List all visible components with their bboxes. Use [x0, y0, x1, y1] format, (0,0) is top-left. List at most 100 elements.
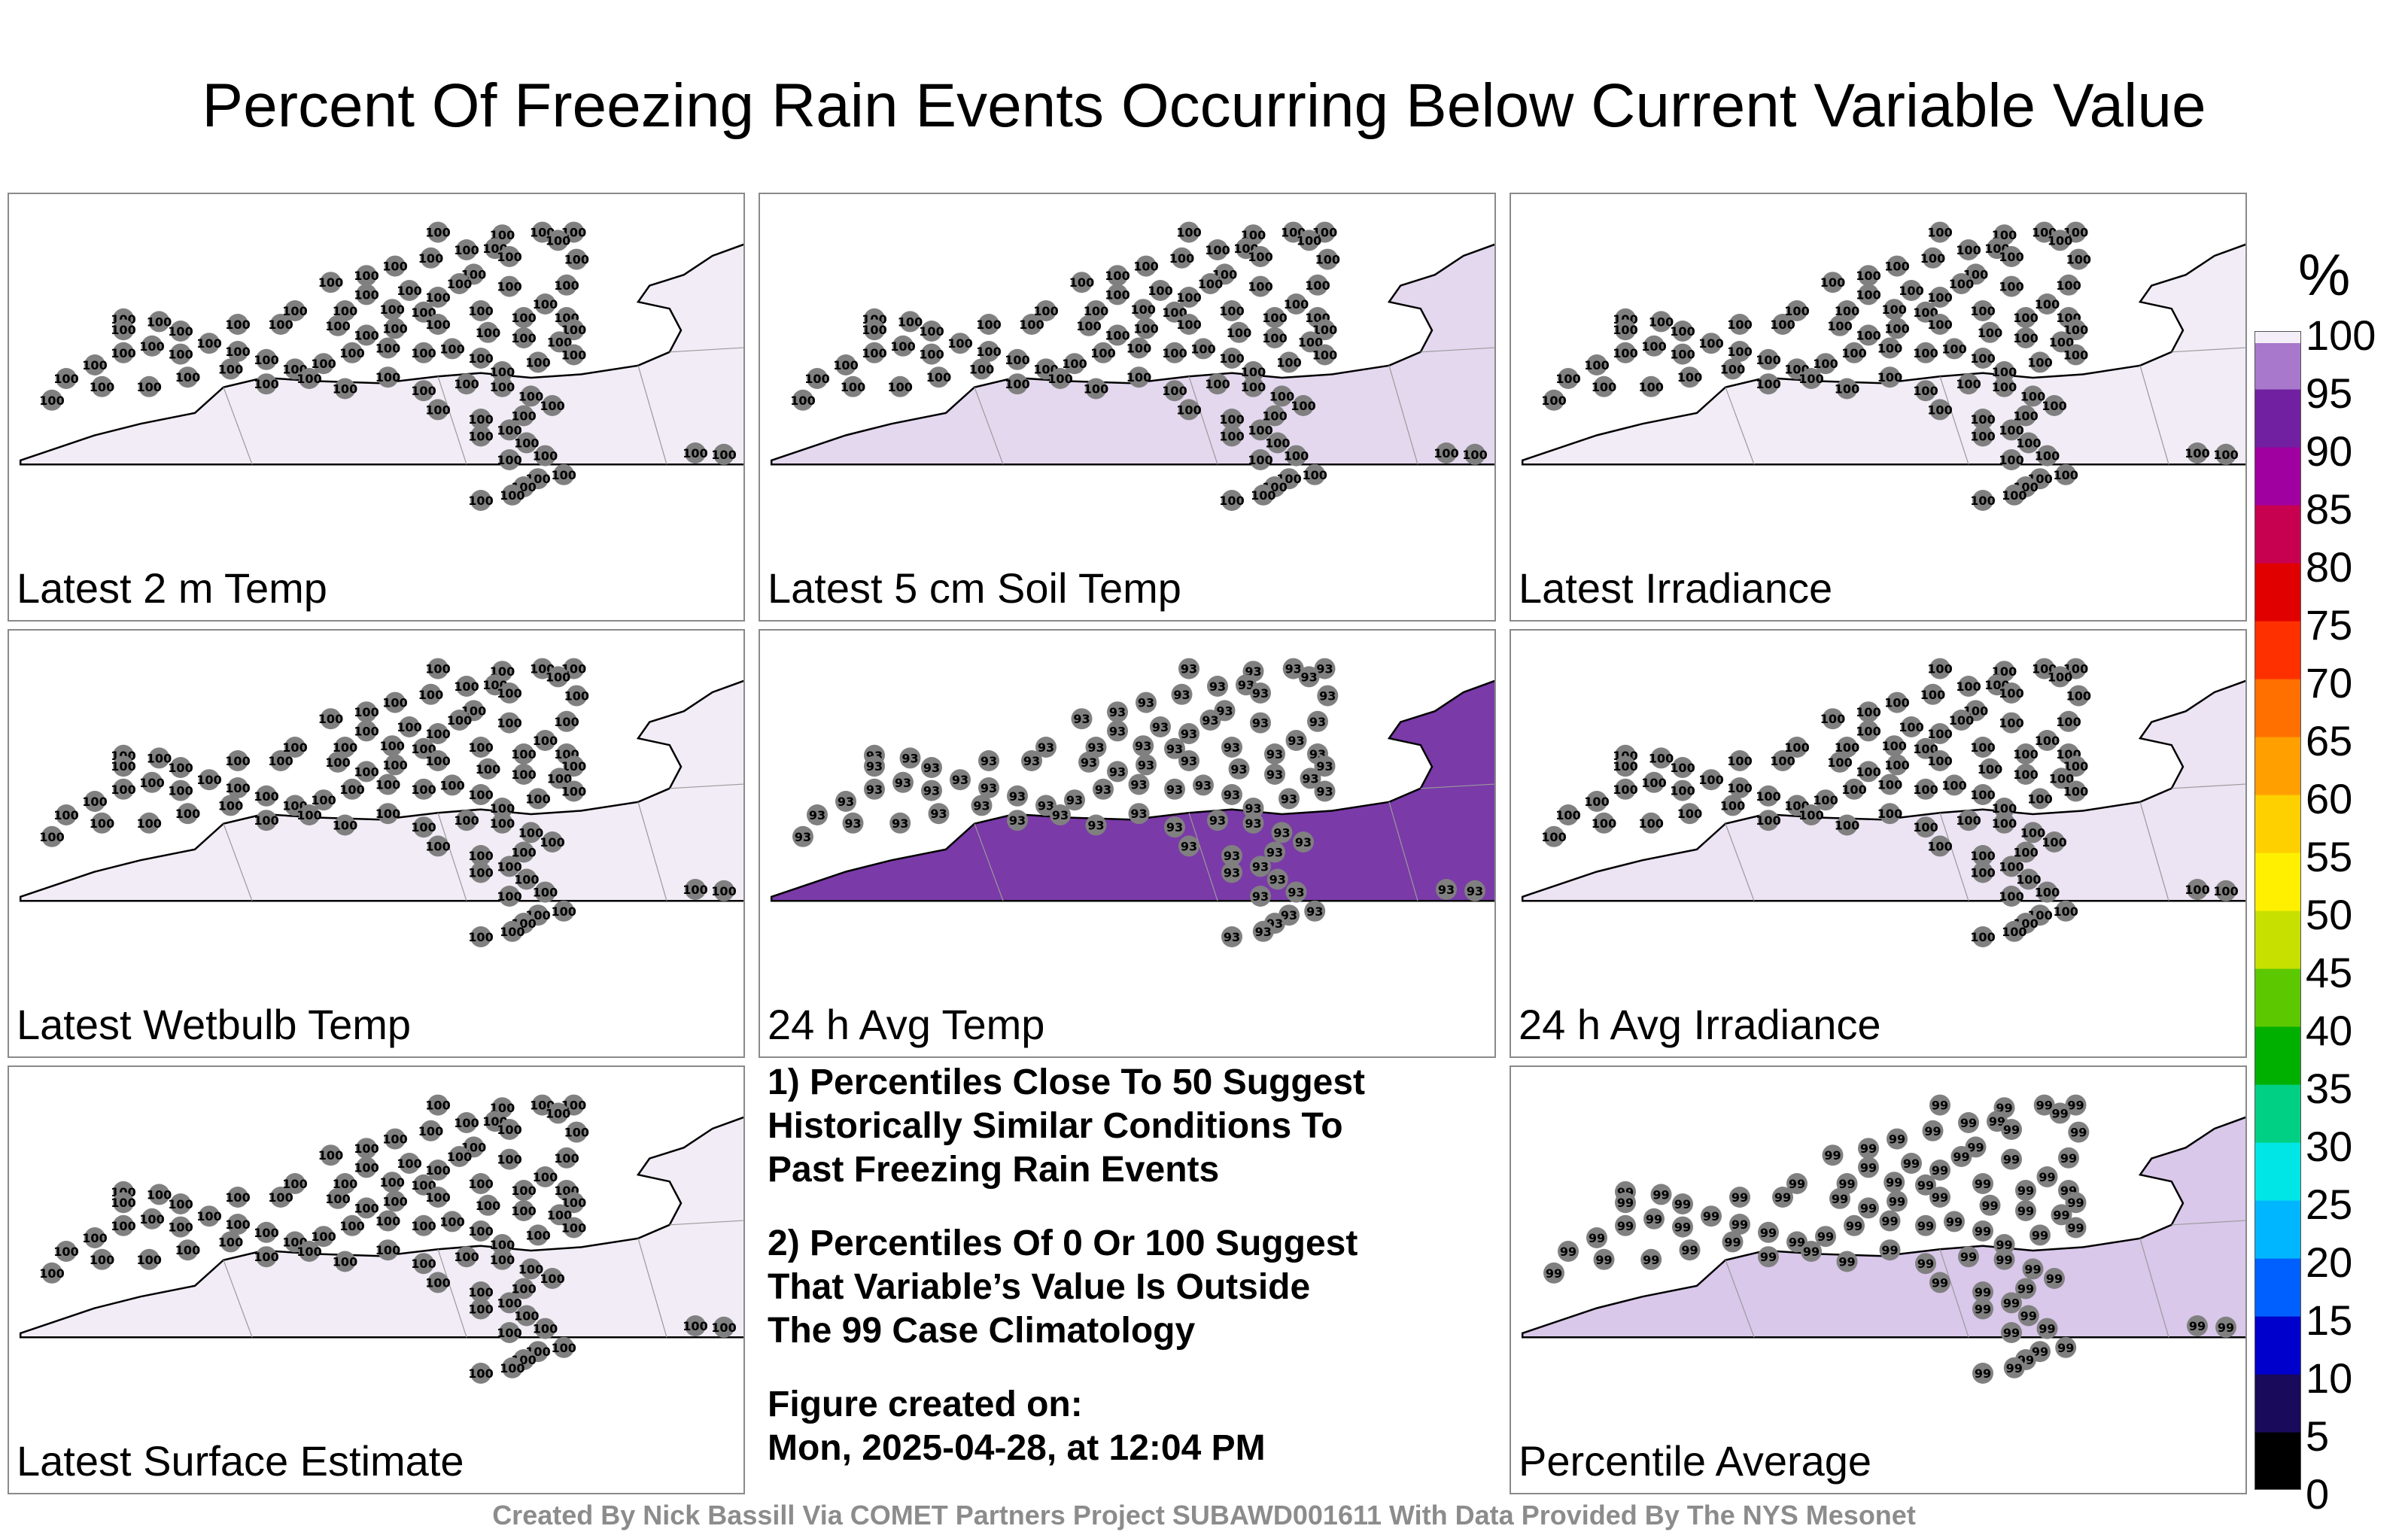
station-value: 99 — [2017, 1184, 2034, 1198]
station-marker — [1199, 710, 1221, 731]
station-marker — [2065, 1192, 2087, 1214]
station-value: 100 — [1584, 358, 1609, 372]
station-marker — [1972, 1220, 1993, 1242]
station-value: 100 — [2185, 446, 2209, 460]
station-value: 99 — [2039, 1322, 2055, 1336]
station-value: 100 — [1798, 372, 1823, 386]
colorbar-tick-label: 35 — [2306, 1065, 2353, 1112]
station-value: 100 — [564, 1126, 589, 1140]
station-marker — [91, 1248, 113, 1270]
station-value: 100 — [139, 1212, 164, 1226]
station-marker — [1972, 1173, 1993, 1194]
station-value: 93 — [981, 781, 997, 795]
station-marker — [356, 701, 377, 723]
station-value: 93 — [1300, 670, 1317, 684]
station-marker — [892, 771, 914, 793]
station-value: 100 — [1677, 807, 1702, 821]
station-value: 100 — [354, 705, 379, 719]
station-value: 100 — [1462, 448, 1487, 462]
station-marker — [2015, 764, 2036, 785]
station-value: 100 — [1613, 323, 1637, 337]
map-panel-latest-wetbulb-temp: 100 100 100 100 100 100 100 100 100 100 100 100 100 1… — [8, 629, 745, 1058]
station-marker — [1858, 761, 1879, 783]
station-marker — [1035, 300, 1057, 321]
station-marker — [1958, 239, 1979, 260]
station-marker — [2015, 1200, 2036, 1221]
station-value: 100 — [533, 734, 558, 748]
station-marker — [542, 1268, 563, 1289]
colorbar-tick-label: 0 — [2306, 1470, 2330, 1518]
station-value: 100 — [1541, 830, 1566, 844]
station-value: 100 — [1219, 351, 1244, 366]
station-value: 100 — [514, 1309, 539, 1324]
station-marker — [978, 341, 999, 362]
station-value: 100 — [39, 1266, 64, 1281]
station-value: 99 — [1889, 1132, 1905, 1147]
station-value: 100 — [425, 1275, 450, 1290]
station-marker — [327, 315, 348, 336]
station-value: 100 — [1205, 243, 1230, 257]
station-value: 100 — [525, 355, 550, 369]
station-value: 100 — [1927, 662, 1952, 676]
station-value: 100 — [1541, 394, 1566, 408]
station-marker — [1722, 1231, 1744, 1253]
station-marker — [1836, 1251, 1858, 1272]
station-marker — [1729, 341, 1750, 362]
station-value: 93 — [1181, 754, 1197, 768]
colorbar-segment — [2254, 748, 2301, 761]
colorbar-segment — [2254, 910, 2301, 923]
station-marker — [220, 795, 242, 816]
county-line — [974, 824, 1003, 901]
county-line — [2140, 1239, 2169, 1337]
station-value: 100 — [225, 1190, 250, 1205]
map-panel-percentile-average: 99 99 99 99 99 99 99 99 99 99 99 99 99 99 99 99 99 99 99 99… — [1510, 1065, 2247, 1494]
station-value: 100 — [168, 1197, 193, 1211]
station-value: 100 — [468, 494, 493, 508]
colorbar-tick-label: 65 — [2306, 717, 2353, 764]
station-marker — [2029, 1224, 2051, 1246]
station-value: 99 — [1760, 1226, 1777, 1240]
station-value: 93 — [1281, 792, 1297, 806]
station-marker — [299, 1241, 320, 1262]
station-marker — [1858, 1157, 1879, 1178]
station-marker — [356, 720, 377, 742]
colorbar-segment — [2254, 1072, 2301, 1085]
station-marker — [1844, 342, 1865, 363]
station-value: 100 — [540, 399, 564, 413]
station-marker — [1915, 342, 1936, 363]
station-marker — [1887, 255, 1908, 277]
station-value: 100 — [411, 1257, 436, 1271]
station-marker — [1722, 358, 1744, 380]
station-value: 100 — [511, 311, 536, 325]
station-value: 100 — [333, 382, 357, 397]
station-marker — [2036, 293, 2058, 315]
station-value: 99 — [2046, 1272, 2063, 1286]
station-value: 100 — [490, 1253, 515, 1267]
station-value: 100 — [411, 742, 436, 756]
station-value: 100 — [282, 740, 307, 755]
station-value: 100 — [546, 1106, 570, 1120]
colorbar-segment — [2254, 1107, 2301, 1120]
station-marker — [334, 1251, 356, 1272]
station-marker — [1701, 769, 1722, 791]
colorbar-tick-label: 25 — [2306, 1181, 2353, 1228]
station-value: 100 — [497, 453, 521, 467]
station-marker — [256, 348, 277, 370]
station-marker — [2036, 445, 2058, 467]
colorbar-segment — [2254, 1084, 2301, 1096]
station-value: 100 — [1315, 253, 1340, 267]
station-value: 100 — [1262, 331, 1287, 345]
station-value: 100 — [1727, 318, 1752, 332]
county-line — [1389, 802, 1418, 901]
station-marker — [2065, 319, 2087, 341]
station-marker — [1950, 710, 1972, 731]
station-marker — [342, 778, 363, 800]
station-marker — [2001, 856, 2022, 877]
station-value: 100 — [1827, 755, 1852, 770]
station-value: 100 — [225, 754, 250, 768]
colorbar-tick-label: 50 — [2306, 891, 2353, 938]
colorbar-segment — [2254, 1420, 2301, 1433]
station-marker — [470, 926, 491, 947]
station-value: 100 — [497, 716, 521, 731]
colorbar-segment — [2254, 667, 2301, 679]
